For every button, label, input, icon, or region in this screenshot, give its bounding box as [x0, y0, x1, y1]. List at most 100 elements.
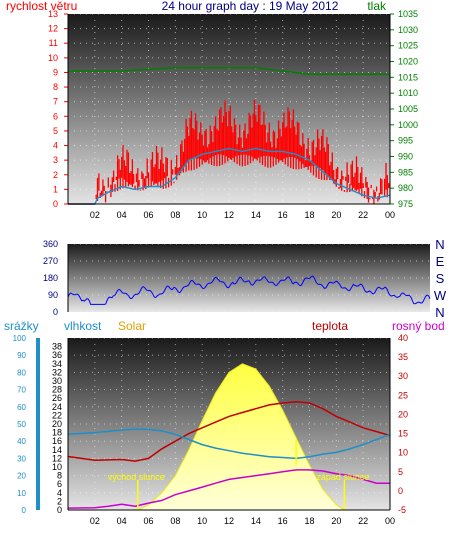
- grid-dot: [296, 86, 297, 88]
- grid-dot: [140, 423, 141, 425]
- grid-dot: [374, 354, 375, 356]
- grid-dot: [308, 457, 309, 459]
- grid-dot: [338, 311, 339, 313]
- grid-dot: [362, 130, 363, 132]
- grid-dot: [122, 311, 123, 313]
- grid-dot: [206, 115, 207, 117]
- grid-dot: [326, 311, 327, 313]
- grid-dot: [335, 470, 337, 471]
- grid-dot: [230, 159, 231, 161]
- grid-dot: [386, 130, 387, 132]
- grid-dot: [362, 86, 363, 88]
- grid-dot: [260, 277, 261, 279]
- grid-dot: [314, 457, 315, 459]
- grid-dot: [282, 362, 284, 363]
- grid-dot: [164, 371, 165, 373]
- grid-dot: [121, 188, 123, 189]
- grid-dot: [248, 260, 249, 262]
- grid-dot: [104, 130, 105, 132]
- grid-dot: [148, 482, 149, 483]
- grid-dot: [212, 188, 213, 190]
- grid-dot: [201, 110, 203, 111]
- vlhkost-tick-label: 14: [52, 445, 62, 455]
- grid-dot: [282, 344, 284, 345]
- grid-dot: [194, 86, 195, 88]
- grid-dot: [148, 440, 149, 441]
- grid-dot: [309, 452, 310, 453]
- grid-dot: [134, 145, 135, 147]
- grid-dot: [260, 71, 261, 73]
- grid-dot: [128, 475, 129, 477]
- grid-dot: [164, 475, 165, 477]
- grid-dot: [140, 311, 141, 313]
- grid-dot: [74, 423, 75, 425]
- grid-dot: [140, 101, 141, 103]
- grid-dot: [122, 42, 123, 44]
- grid-dot: [254, 243, 255, 245]
- grid-dot: [228, 32, 230, 33]
- grid-dot: [314, 406, 315, 408]
- grid-dot: [344, 243, 345, 245]
- grid-dot: [80, 188, 81, 190]
- grid-dot: [176, 42, 177, 44]
- grid-dot: [86, 294, 87, 296]
- grid-dot: [284, 188, 285, 190]
- grid-dot: [308, 71, 309, 73]
- grid-dot: [121, 128, 123, 129]
- grid-dot: [338, 188, 339, 190]
- grid-dot: [290, 277, 291, 279]
- grid-dot: [206, 57, 207, 59]
- grid-dot: [104, 159, 105, 161]
- grid-dot: [92, 354, 93, 356]
- vlhkost-tick-label: 34: [52, 359, 62, 369]
- grid-dot: [386, 86, 387, 88]
- grid-dot: [326, 260, 327, 262]
- grid-dot: [206, 277, 207, 279]
- grid-dot: [121, 194, 123, 195]
- grid-dot: [92, 311, 93, 313]
- grid-dot: [98, 311, 99, 313]
- grid-dot: [176, 337, 177, 339]
- grid-dot: [164, 101, 165, 103]
- grid-dot: [422, 260, 423, 262]
- grid-dot: [362, 101, 363, 103]
- grid-dot: [170, 28, 171, 30]
- grid-dot: [368, 277, 369, 279]
- right-axis: 9759809859909951000100510101015102010251…: [389, 9, 418, 209]
- temp-tick-label: 15: [398, 429, 408, 439]
- grid-dot: [356, 57, 357, 59]
- grid-dot: [335, 56, 337, 57]
- grid-dot: [194, 423, 195, 425]
- grid-dot: [128, 57, 129, 59]
- grid-dot: [255, 200, 257, 201]
- grid-dot: [350, 145, 351, 147]
- grid-dot: [94, 122, 96, 123]
- grid-dot: [80, 492, 81, 494]
- grid-dot: [386, 243, 387, 245]
- grid-dot: [200, 42, 201, 44]
- grid-dot: [309, 392, 310, 393]
- grid-dot: [140, 371, 141, 373]
- grid-dot: [230, 354, 231, 356]
- grid-dot: [314, 337, 315, 339]
- grid-dot: [200, 188, 201, 190]
- grid-dot: [228, 356, 230, 357]
- grid-dot: [308, 423, 309, 425]
- grid-dot: [266, 337, 267, 339]
- grid-dot: [368, 13, 369, 15]
- vlhkost-tick-label: 28: [52, 385, 62, 395]
- grid-dot: [332, 475, 333, 477]
- grid-dot: [201, 62, 203, 63]
- grid-dot: [110, 260, 111, 262]
- grid-dot: [344, 130, 345, 132]
- grid-dot: [302, 354, 303, 356]
- grid-dot: [278, 57, 279, 59]
- grid-dot: [116, 440, 117, 442]
- grid-dot: [94, 356, 96, 357]
- grid-dot: [94, 422, 96, 423]
- grid-dot: [309, 398, 310, 399]
- grid-dot: [94, 86, 96, 87]
- grid-dot: [148, 398, 149, 399]
- grid-dot: [362, 410, 364, 411]
- grid-dot: [146, 188, 147, 190]
